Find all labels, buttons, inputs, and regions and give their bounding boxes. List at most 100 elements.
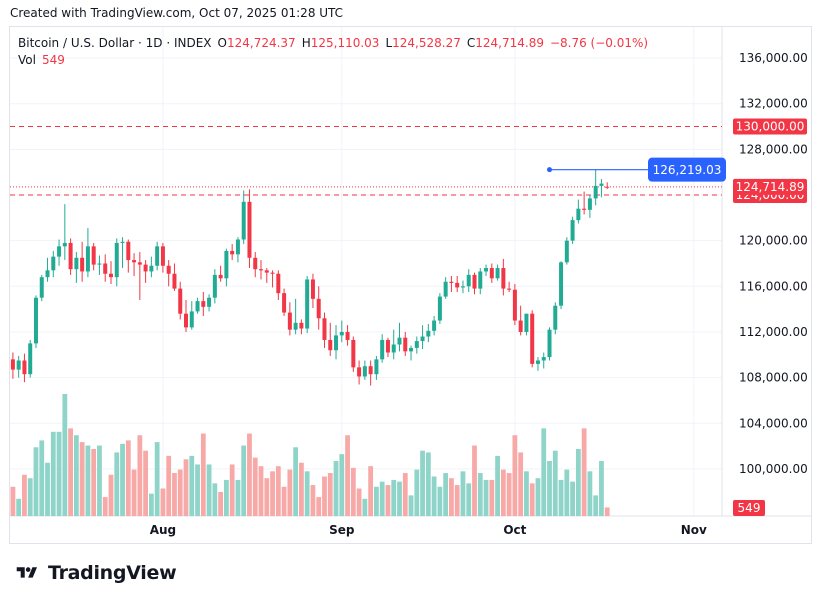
candle[interactable]	[316, 286, 321, 330]
annotation-label[interactable]: 126,219.03	[648, 157, 726, 182]
candle[interactable]	[334, 325, 339, 360]
candle[interactable]	[310, 273, 315, 308]
candle[interactable]	[160, 242, 165, 273]
candle[interactable]	[507, 281, 512, 293]
candle[interactable]	[247, 189, 252, 269]
candle[interactable]	[178, 281, 183, 320]
candle[interactable]	[293, 298, 298, 335]
candle[interactable]	[328, 322, 333, 356]
candle[interactable]	[605, 182, 610, 189]
candle[interactable]	[85, 228, 90, 278]
candle[interactable]	[593, 169, 598, 206]
candle[interactable]	[391, 329, 396, 360]
candle[interactable]	[512, 284, 517, 326]
candle[interactable]	[530, 310, 535, 368]
candle[interactable]	[264, 268, 269, 283]
candle[interactable]	[547, 327, 552, 361]
candle[interactable]	[541, 352, 546, 369]
candle[interactable]	[351, 336, 356, 372]
candle[interactable]	[489, 263, 494, 283]
candle[interactable]	[559, 261, 564, 310]
candle[interactable]	[132, 253, 137, 277]
candle[interactable]	[22, 353, 27, 383]
candle[interactable]	[33, 295, 38, 348]
time-axis[interactable]: Aug Sep Oct Nov	[150, 523, 707, 537]
candle[interactable]	[599, 179, 604, 198]
candle[interactable]	[432, 315, 437, 336]
candle[interactable]	[195, 297, 200, 314]
candle[interactable]	[189, 301, 194, 330]
candle[interactable]	[299, 319, 304, 335]
candle[interactable]	[114, 238, 119, 287]
candle[interactable]	[322, 312, 327, 348]
candle[interactable]	[137, 252, 142, 300]
candle[interactable]	[91, 242, 96, 271]
candle[interactable]	[282, 288, 287, 316]
annotation-anchor-dot[interactable]	[547, 167, 553, 173]
candle[interactable]	[472, 272, 477, 295]
candle[interactable]	[385, 337, 390, 358]
candle[interactable]	[455, 276, 460, 293]
candle[interactable]	[449, 276, 454, 293]
candle[interactable]	[108, 261, 113, 285]
candle[interactable]	[259, 260, 264, 280]
candle[interactable]	[276, 270, 281, 300]
candle[interactable]	[166, 260, 171, 287]
candle[interactable]	[587, 195, 592, 218]
candle[interactable]	[495, 264, 500, 281]
candle[interactable]	[501, 258, 506, 296]
candle[interactable]	[287, 302, 292, 336]
candle[interactable]	[357, 360, 362, 385]
candle[interactable]	[305, 276, 310, 334]
candle[interactable]	[426, 323, 431, 343]
candle[interactable]	[253, 252, 258, 278]
candle[interactable]	[374, 355, 379, 380]
candle[interactable]	[16, 355, 21, 378]
candle[interactable]	[524, 313, 529, 336]
candle[interactable]	[184, 300, 188, 332]
candle[interactable]	[57, 239, 62, 266]
chart-pane[interactable]	[9, 26, 812, 544]
candle[interactable]	[201, 292, 206, 316]
tradingview-logo[interactable]: TradingView	[12, 562, 177, 584]
candle[interactable]	[224, 248, 229, 287]
candle[interactable]	[103, 254, 108, 282]
candle[interactable]	[576, 199, 581, 224]
candle[interactable]	[270, 270, 275, 288]
candle[interactable]	[420, 325, 425, 350]
candle[interactable]	[97, 255, 102, 275]
candle[interactable]	[570, 216, 575, 245]
candle[interactable]	[207, 294, 212, 312]
candle[interactable]	[518, 305, 523, 336]
price-axis[interactable]: 136,000.00132,000.00128,000.00124,000.00…	[733, 51, 808, 516]
candle[interactable]	[414, 336, 419, 354]
candle[interactable]	[553, 302, 558, 335]
candle[interactable]	[362, 360, 367, 380]
candle[interactable]	[535, 357, 540, 371]
candle[interactable]	[241, 190, 246, 245]
candle[interactable]	[120, 237, 125, 269]
candle[interactable]	[45, 257, 50, 282]
candle[interactable]	[443, 277, 448, 299]
candle[interactable]	[80, 241, 85, 282]
candle[interactable]	[218, 265, 223, 282]
candle[interactable]	[397, 322, 402, 352]
candle[interactable]	[339, 320, 344, 343]
candle[interactable]	[345, 325, 350, 346]
candle[interactable]	[212, 269, 217, 304]
candle[interactable]	[51, 250, 56, 278]
candle[interactable]	[155, 241, 160, 271]
volume-label[interactable]: Vol	[18, 53, 36, 67]
candle[interactable]	[126, 239, 131, 273]
candle[interactable]	[230, 244, 235, 261]
candle[interactable]	[172, 263, 177, 291]
candle[interactable]	[68, 238, 73, 275]
candle[interactable]	[460, 280, 465, 294]
candle[interactable]	[62, 204, 67, 261]
candle[interactable]	[368, 360, 373, 386]
candle[interactable]	[466, 269, 471, 293]
candle[interactable]	[10, 352, 15, 379]
candle[interactable]	[143, 260, 148, 283]
candle[interactable]	[235, 237, 240, 263]
